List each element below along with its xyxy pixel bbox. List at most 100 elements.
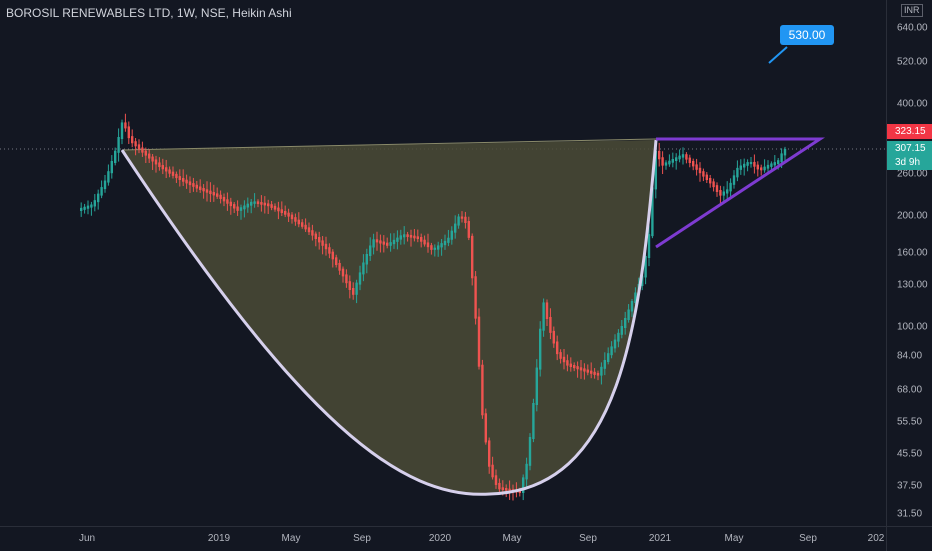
candle-body (175, 173, 178, 179)
candle-body (311, 230, 314, 236)
candle-body (386, 242, 389, 246)
candle-body (719, 190, 722, 196)
candle-body (603, 360, 606, 369)
candle-body (352, 288, 355, 295)
candle-body (773, 162, 776, 166)
candle-body (86, 205, 90, 209)
candle-body (671, 159, 674, 163)
candle-body (127, 126, 130, 139)
candle-body (695, 164, 698, 170)
candle-body (501, 487, 504, 490)
time-label: 2021 (648, 533, 672, 544)
price-label: 84.00 (897, 350, 923, 362)
candle-body (569, 363, 572, 367)
candle-body (777, 160, 780, 165)
candle-body (372, 239, 375, 248)
candle-body (617, 332, 620, 342)
candle-body (430, 245, 433, 250)
candle-body (202, 187, 205, 192)
time-scale[interactable]: Jun 2019 May Sep 2020 May Sep 2021 May S… (0, 526, 886, 551)
candle-body (154, 159, 158, 165)
candle-body (131, 136, 134, 144)
candle-body (277, 207, 280, 212)
candle-body (566, 360, 569, 366)
candle-body (222, 196, 226, 202)
price-chart[interactable] (0, 0, 886, 526)
candle-body (698, 167, 702, 174)
candle-body (692, 161, 695, 167)
time-label: Sep (579, 533, 597, 544)
candle-body (253, 201, 256, 204)
candle-body (273, 205, 277, 210)
candle-body (494, 475, 498, 485)
candle-body (688, 157, 691, 163)
candle-body (219, 194, 222, 199)
cup-fill (122, 140, 656, 495)
price-label: 55.50 (897, 416, 923, 428)
candle-body (331, 251, 334, 260)
candle-body (284, 211, 287, 215)
candle-body (535, 367, 538, 405)
price-label: 200.00 (897, 210, 928, 222)
chart-pane[interactable]: BOROSIL RENEWABLES LTD, 1W, NSE, Heikin … (0, 0, 886, 526)
candle-body (392, 239, 396, 245)
currency-badge[interactable]: INR (901, 4, 923, 17)
candle-body (715, 185, 719, 192)
candle-body (627, 309, 630, 320)
candle-body (409, 234, 413, 238)
candle-body (318, 237, 321, 243)
candle-body (338, 263, 341, 271)
candle-body (185, 179, 188, 184)
candle-body (481, 364, 484, 416)
candle-body (562, 356, 566, 363)
price-scale[interactable]: INR 640.00 520.00 400.00 260.00 200.00 1… (886, 0, 932, 526)
candle-body (607, 353, 610, 362)
candle-body (668, 160, 671, 165)
candle-body (358, 272, 362, 285)
current-price-tag: 307.15 (887, 141, 932, 156)
candle-body (165, 167, 168, 172)
candle-body (620, 326, 623, 335)
candle-body (226, 199, 229, 204)
candle-body (141, 147, 144, 153)
candle-body (681, 154, 685, 158)
candle-body (314, 233, 317, 239)
candle-body (573, 365, 576, 369)
candle-body (97, 193, 100, 203)
candle-body (722, 191, 725, 196)
candle-body (103, 180, 107, 190)
candle-body (100, 187, 103, 196)
candle-body (93, 200, 96, 207)
candle-body (664, 162, 668, 166)
target-price-label[interactable]: 530.00 (780, 25, 834, 45)
candle-body (705, 174, 708, 180)
time-label: May (502, 533, 522, 544)
candle-body (420, 237, 423, 242)
candle-body (545, 302, 549, 319)
symbol-title[interactable]: BOROSIL RENEWABLES LTD, 1W, NSE, Heikin … (6, 6, 292, 20)
candle-body (552, 330, 555, 344)
candle-body (532, 403, 535, 439)
candle-body (753, 161, 756, 167)
candle-body (746, 162, 749, 166)
candle-body (144, 150, 147, 156)
candle-body (433, 247, 436, 250)
time-label: Sep (799, 533, 817, 544)
candle-body (508, 488, 511, 492)
candle-body (576, 366, 579, 370)
candle-body (161, 165, 164, 170)
candle-body (634, 292, 637, 303)
price-label: 45.50 (897, 448, 923, 460)
candle-body (647, 234, 651, 258)
candle-body (596, 372, 600, 376)
candle-body (651, 187, 654, 237)
time-label: Sep (353, 533, 371, 544)
candle-body (304, 224, 307, 230)
candle-body (610, 346, 613, 356)
candle-body (542, 302, 545, 331)
time-label: 202 (867, 533, 885, 544)
candle-body (491, 464, 494, 478)
candle-body (454, 223, 457, 233)
candle-body (460, 216, 464, 219)
candle-body (188, 181, 192, 186)
